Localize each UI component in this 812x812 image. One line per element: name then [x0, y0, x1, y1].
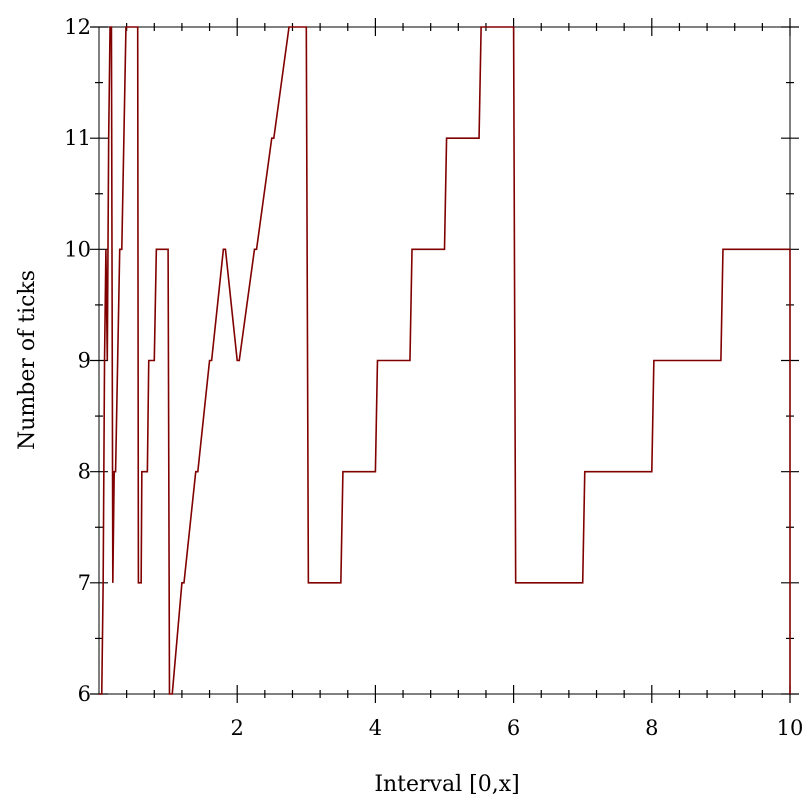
x-tick-label: 6 — [507, 716, 520, 740]
x-axis-title: Interval [0,x] — [374, 772, 519, 797]
series-layer — [99, 26, 791, 695]
x-tick-label: 10 — [777, 716, 804, 740]
tick-labels: 2 4 6 8 10 6 7 8 9 10 11 12 — [64, 15, 803, 740]
y-tick-label: 7 — [78, 571, 91, 595]
y-tick-label: 12 — [64, 15, 91, 39]
y-tick-label: 11 — [64, 126, 91, 150]
x-tick-label: 2 — [231, 716, 244, 740]
y-tick-label: 8 — [78, 460, 91, 484]
y-axis-title: Number of ticks — [15, 270, 40, 450]
series-line-0 — [99, 26, 791, 695]
x-tick-label: 8 — [645, 716, 658, 740]
y-tick-label: 9 — [78, 349, 91, 373]
x-tick-label: 4 — [369, 716, 382, 740]
y-tick-label: 6 — [78, 682, 91, 706]
y-tick-label: 10 — [64, 237, 91, 261]
